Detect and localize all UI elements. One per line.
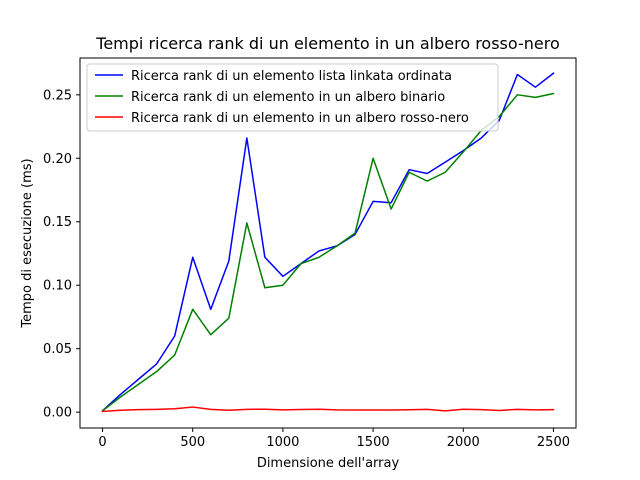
x-axis-label: Dimensione dell'array — [257, 456, 400, 471]
series-line-3 — [101, 406, 555, 413]
x-tick-label: 2000 — [447, 435, 480, 450]
x-tick-label: 500 — [180, 435, 205, 450]
y-tick-label: 0.20 — [43, 152, 72, 167]
x-tick-label: 1000 — [266, 435, 299, 450]
y-axis: 0.00 0.05 0.10 0.15 0.20 0.25 — [43, 88, 80, 421]
chart-title: Tempi ricerca rank di un elemento in un … — [95, 34, 559, 53]
legend-box — [86, 63, 499, 132]
y-tick-label: 0.00 — [43, 406, 72, 421]
y-tick-label: 0.05 — [43, 342, 72, 357]
plot-area-frame — [79, 57, 577, 429]
y-tick-label: 0.10 — [43, 279, 72, 294]
legend-label-1: Ricerca rank di un elemento lista linkat… — [131, 69, 452, 84]
y-axis-label: Tempo di esecuzione (ms) — [20, 158, 35, 328]
x-tick-label: 1500 — [357, 435, 390, 450]
series-line-1 — [101, 72, 555, 412]
y-tick-label: 0.25 — [43, 88, 72, 103]
x-tick-label: 2500 — [537, 435, 570, 450]
x-axis: 0 500 1000 1500 2000 2500 — [98, 428, 570, 450]
legend-label-2: Ricerca rank di un elemento in un albero… — [131, 90, 445, 105]
legend: Ricerca rank di un elemento lista linkat… — [86, 63, 499, 132]
y-tick-label: 0.15 — [43, 215, 72, 230]
series-lines — [101, 72, 555, 413]
series-line-2 — [101, 92, 555, 412]
legend-label-3: Ricerca rank di un elemento in un albero… — [131, 111, 469, 126]
x-tick-label: 0 — [98, 435, 106, 450]
